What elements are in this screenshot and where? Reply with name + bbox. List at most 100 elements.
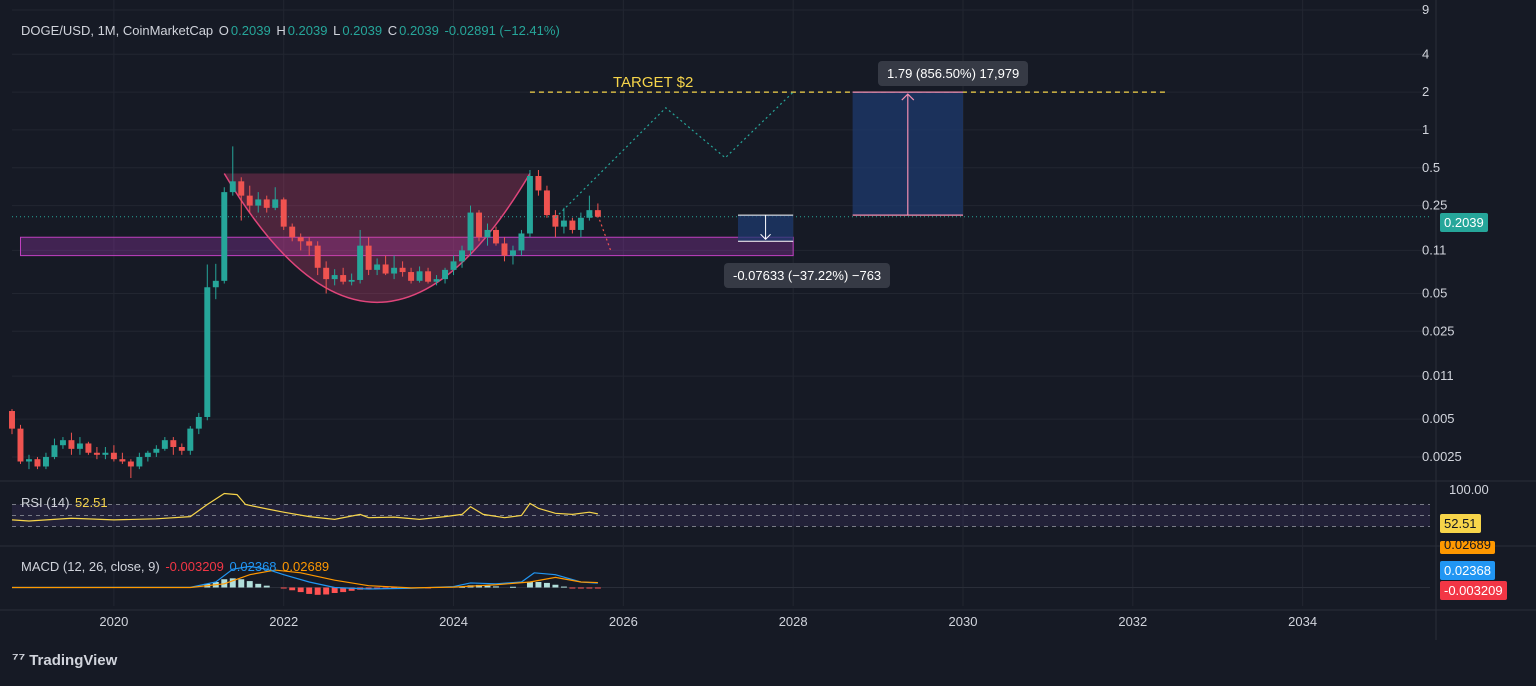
candle-body xyxy=(399,267,406,273)
macd-histogram-bar xyxy=(255,583,262,588)
candle-body xyxy=(153,448,160,453)
price-tick-label: 0.05 xyxy=(1422,285,1447,300)
time-tick-label: 2030 xyxy=(949,614,978,629)
macd-histogram-bar xyxy=(526,582,533,588)
candle-body xyxy=(161,440,168,449)
time-tick-label: 2028 xyxy=(779,614,808,629)
candle-body xyxy=(272,199,279,208)
candle-body xyxy=(76,443,83,449)
candle-body xyxy=(594,210,601,217)
rsi-value-badge: 52.51 xyxy=(1440,514,1481,533)
candle-body xyxy=(433,279,440,282)
candle-body xyxy=(357,245,364,280)
long-arrow-head xyxy=(901,93,915,101)
candle-body xyxy=(374,264,381,270)
candle-body xyxy=(289,226,296,238)
macd-histogram-bar xyxy=(348,587,355,591)
hist-value-badge: 0.02689 xyxy=(1440,541,1495,554)
symbol-title[interactable]: DOGE/USD, 1M, CoinMarketCap xyxy=(21,23,214,38)
close-value: 0.2039 xyxy=(399,23,439,38)
candle-body xyxy=(229,181,236,193)
grid xyxy=(0,0,1536,640)
candle-body xyxy=(569,220,576,230)
close-label: C xyxy=(387,23,398,38)
price-tick-label: 0.25 xyxy=(1422,198,1447,213)
macd-histogram-bar xyxy=(314,587,321,595)
macd-histogram-bar xyxy=(323,587,330,595)
price-tick-label: 0.011 xyxy=(1422,368,1454,383)
price-tick-label: 0.025 xyxy=(1422,323,1455,338)
macd-histogram-bar xyxy=(493,586,499,588)
candle-body xyxy=(586,210,593,218)
candle-body xyxy=(34,459,41,467)
candle-body xyxy=(314,245,321,268)
candle-body xyxy=(408,272,415,281)
change-value: -0.02891 (−12.41%) xyxy=(444,23,560,38)
rsi-legend[interactable]: RSI (14) 52.51 xyxy=(21,495,110,510)
rsi-band xyxy=(12,504,1430,527)
macd-legend-value: -0.003209 xyxy=(165,559,224,574)
candle-body xyxy=(102,452,109,455)
rsi-axis-top: 100.00 xyxy=(1449,482,1489,497)
candle-body xyxy=(187,428,194,451)
price-tick-label: 0.11 xyxy=(1422,242,1446,257)
drawings-layer xyxy=(19,173,794,303)
hist-legend-value: 0.02689 xyxy=(282,559,330,574)
macd-histogram-bar xyxy=(289,587,296,591)
candle-body xyxy=(170,440,177,447)
candle-body xyxy=(476,212,482,238)
candle-body xyxy=(136,456,143,467)
candle-body xyxy=(526,175,533,234)
target-label: TARGET $2 xyxy=(613,74,694,91)
candle-body xyxy=(501,243,508,256)
candle-body xyxy=(450,261,457,270)
candle-body xyxy=(552,215,559,227)
candle-body xyxy=(9,411,15,429)
price-tick-label: 9 xyxy=(1422,2,1429,17)
candle-body xyxy=(93,452,100,455)
macd-histogram-bar xyxy=(552,584,559,588)
candle-body xyxy=(51,445,58,457)
open-value: 0.2039 xyxy=(230,23,271,38)
time-tick-label: 2032 xyxy=(1118,614,1147,629)
candle-body xyxy=(110,452,117,460)
candle-body xyxy=(238,181,245,196)
open-label: O xyxy=(218,23,229,38)
price-tick-label: 1 xyxy=(1422,122,1429,137)
rsi-label: RSI (14) xyxy=(21,495,70,510)
macd-histogram-bar xyxy=(306,587,313,594)
signal-value-badge: 0.02368 xyxy=(1440,561,1495,580)
macd-histogram-bar xyxy=(238,579,245,588)
macd-histogram-bar xyxy=(459,586,465,588)
candle-body xyxy=(382,264,389,274)
price-tick-label: 2 xyxy=(1422,84,1429,99)
macd-histogram-bar xyxy=(543,582,550,588)
macd-histogram-bar xyxy=(569,587,576,589)
tradingview-logo[interactable]: ⁷⁷ TradingView xyxy=(12,651,117,669)
candle-body xyxy=(306,241,313,246)
candle-body xyxy=(178,446,185,451)
candle-body xyxy=(17,428,24,462)
candle-body xyxy=(518,233,525,251)
macd-histogram-bar xyxy=(586,587,593,589)
symbol-legend[interactable]: DOGE/USD, 1M, CoinMarketCap O 0.2039 H 0.2… xyxy=(21,23,562,38)
candle-body xyxy=(263,199,270,208)
projection-path xyxy=(555,91,794,219)
price-tick-label: 0.005 xyxy=(1422,411,1455,426)
candle-body xyxy=(442,269,449,280)
long-position-tooltip: 1.79 (856.50%) 17,979 xyxy=(878,61,1029,86)
candles-layer xyxy=(9,146,601,478)
candle-body xyxy=(144,452,151,457)
macd-histogram-bar xyxy=(560,586,567,588)
candle-body xyxy=(26,459,32,462)
candle-body xyxy=(459,250,465,262)
macd-histogram-bar xyxy=(331,587,338,593)
candle-body xyxy=(348,279,355,282)
macd-legend[interactable]: MACD (12, 26, close, 9) -0.003209 0.0236… xyxy=(21,559,331,574)
time-tick-label: 2024 xyxy=(439,614,468,629)
macd-histogram-bar xyxy=(280,587,287,589)
candle-body xyxy=(59,440,66,446)
candle-body xyxy=(204,287,211,417)
